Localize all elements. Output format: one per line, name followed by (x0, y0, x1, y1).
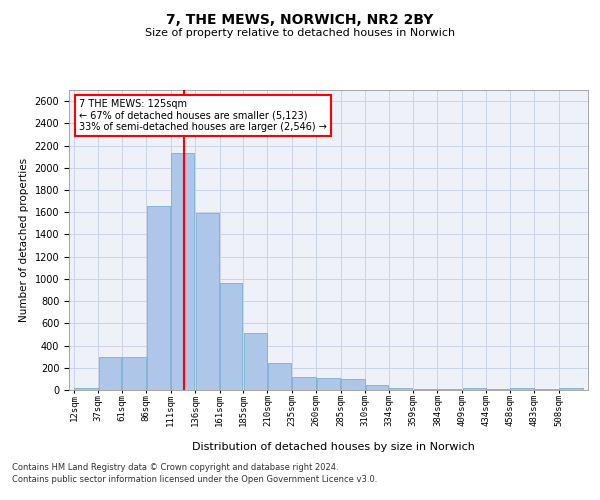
Bar (196, 214, 219, 390)
Bar (341, 379, 365, 390)
Bar (220, 284, 242, 390)
Bar (244, 334, 267, 390)
Text: Distribution of detached houses by size in Norwich: Distribution of detached houses by size … (191, 442, 475, 452)
Bar (511, 388, 533, 390)
Text: 7, THE MEWS, NORWICH, NR2 2BY: 7, THE MEWS, NORWICH, NR2 2BY (166, 12, 434, 26)
Bar (366, 385, 388, 390)
Bar (268, 363, 291, 390)
Bar (463, 388, 486, 390)
Bar (147, 206, 170, 390)
Bar (99, 356, 121, 390)
Bar (413, 389, 437, 390)
Text: Size of property relative to detached houses in Norwich: Size of property relative to detached ho… (145, 28, 455, 38)
Bar (389, 388, 412, 390)
Bar (317, 378, 340, 390)
Text: Contains HM Land Registry data © Crown copyright and database right 2024.: Contains HM Land Registry data © Crown c… (12, 464, 338, 472)
Y-axis label: Number of detached properties: Number of detached properties (19, 158, 29, 322)
Bar (122, 356, 146, 390)
Bar (74, 388, 98, 390)
Text: 7 THE MEWS: 125sqm
← 67% of detached houses are smaller (5,123)
33% of semi-deta: 7 THE MEWS: 125sqm ← 67% of detached hou… (79, 99, 327, 132)
Bar (292, 376, 316, 390)
Bar (559, 388, 583, 390)
Bar (171, 154, 194, 390)
Text: Contains public sector information licensed under the Open Government Licence v3: Contains public sector information licen… (12, 475, 377, 484)
